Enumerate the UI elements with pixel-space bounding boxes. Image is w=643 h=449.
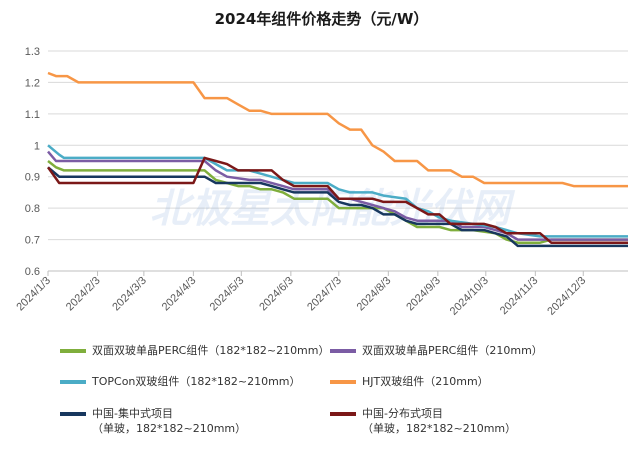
x-tick-label: 2024/2/3 — [64, 275, 103, 314]
x-tick-label: 2024/3/3 — [110, 275, 149, 314]
legend-label: TOPCon双玻组件（182*182~210mm） — [92, 375, 301, 388]
x-tick-label: 2024/5/3 — [208, 275, 247, 314]
legend-item: 双面双玻单晶PERC组件（182*182~210mm） — [60, 343, 330, 358]
legend-label: 双面双玻单晶PERC组件（210mm） — [362, 344, 543, 357]
legend-swatch — [60, 349, 86, 353]
x-tick-label: 2024/4/3 — [160, 275, 199, 314]
y-tick-label: 0.9 — [25, 172, 40, 184]
legend: 双面双玻单晶PERC组件（182*182~210mm） 双面双玻单晶PERC组件（… — [0, 334, 643, 446]
x-tick-label: 2024/1/3 — [14, 275, 53, 314]
y-tick-label: 0.8 — [25, 203, 40, 215]
legend-label: 双面双玻单晶PERC组件（182*182~210mm） — [92, 344, 330, 357]
legend-label: HJT双玻组件（210mm） — [362, 375, 489, 388]
legend-swatch — [330, 380, 356, 384]
x-tick-label: 2024/8/3 — [355, 275, 394, 314]
legend-label: 中国-集中式项目 （单玻，182*182~210mm） — [92, 407, 247, 435]
legend-label: 中国-分布式项目 （单玻，182*182~210mm） — [362, 407, 517, 435]
x-tick-label: 2024/12/3 — [545, 275, 588, 318]
x-tick-label: 2024/11/3 — [498, 275, 541, 318]
legend-item: 中国-集中式项目 （单玻，182*182~210mm） — [60, 406, 246, 436]
y-tick-label: 0.6 — [25, 266, 40, 278]
series-line-5 — [47, 166, 628, 248]
legend-item: 中国-分布式项目 （单玻，182*182~210mm） — [330, 406, 516, 436]
x-axis: 2024/1/3 2024/2/3 2024/3/3 2024/4/3 2024/5/3… — [14, 270, 628, 318]
y-tick-label: 1 — [34, 140, 40, 152]
series-lines — [46, 71, 628, 248]
chart-title: 2024年组件价格走势（元/W） — [214, 10, 429, 28]
legend-item: HJT双玻组件（210mm） — [330, 374, 489, 389]
legend-swatch — [330, 349, 356, 353]
x-tick-label: 2024/9/3 — [404, 275, 443, 314]
y-axis-ticks: 0.6 0.7 0.8 0.9 1 1.1 1.2 1.3 — [25, 46, 40, 278]
series-line-1 — [47, 160, 628, 244]
x-tick-label: 2024/10/3 — [448, 275, 491, 318]
y-tick-label: 1.1 — [25, 109, 40, 121]
legend-item: TOPCon双玻组件（182*182~210mm） — [60, 374, 301, 389]
y-tick-label: 0.7 — [25, 235, 40, 247]
legend-swatch — [60, 380, 86, 384]
y-tick-label: 1.2 — [25, 77, 40, 89]
legend-item: 双面双玻单晶PERC组件（210mm） — [330, 343, 543, 358]
series-line-4 — [47, 71, 628, 188]
line-chart: 北极星太阳能光伏网 0.60.70.80.911.11.21.3 2024/1/… — [14, 46, 628, 318]
series-line-6 — [46, 156, 628, 244]
y-tick-label: 1.3 — [25, 46, 40, 58]
x-tick-label: 2024/6/3 — [257, 275, 296, 314]
series-line-3 — [47, 144, 628, 238]
x-tick-label: 2024/7/3 — [305, 275, 344, 314]
legend-swatch — [330, 412, 356, 416]
legend-swatch — [60, 412, 86, 416]
